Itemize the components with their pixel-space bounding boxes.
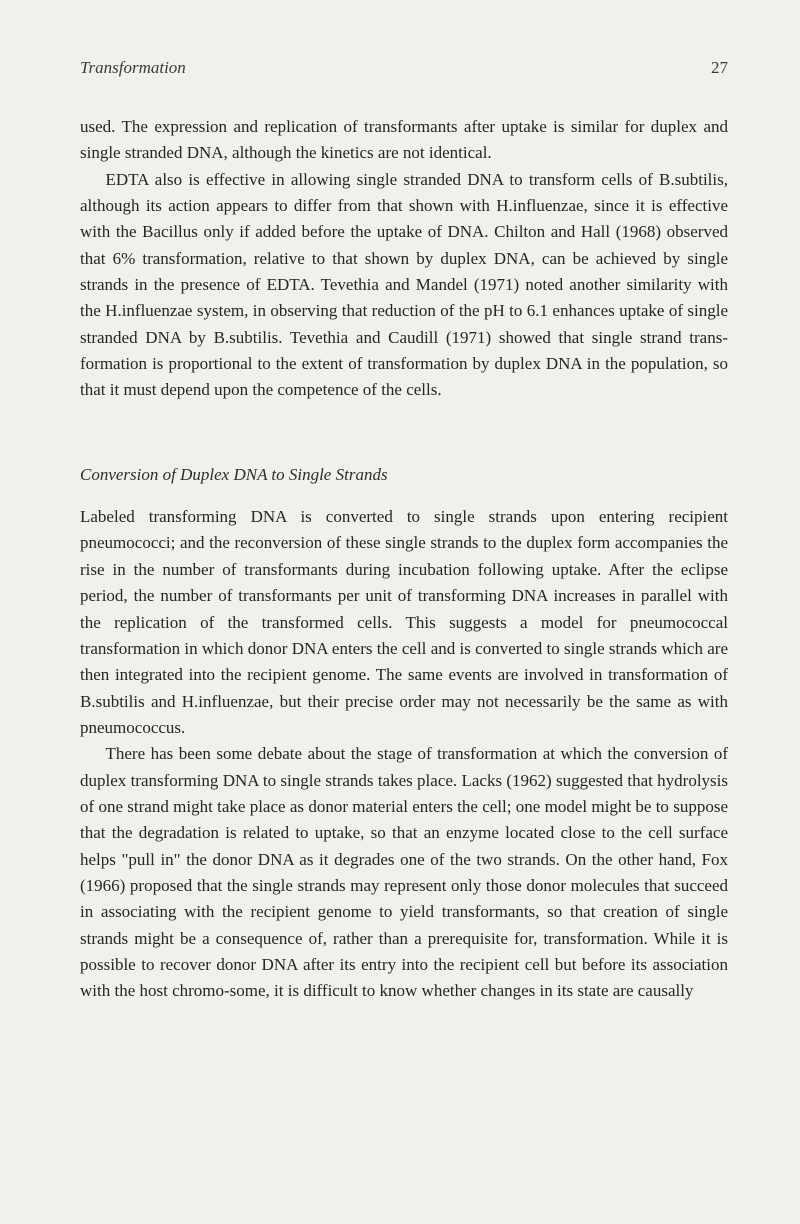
section-heading: Conversion of Duplex DNA to Single Stran…: [80, 462, 728, 488]
paragraph-1: used. The expression and replication of …: [80, 114, 728, 167]
paragraph-2: EDTA also is effective in allowing singl…: [80, 167, 728, 404]
page-header: Transformation 27: [80, 58, 728, 78]
page-number: 27: [711, 58, 728, 78]
section-paragraph-2: There has been some debate about the sta…: [80, 741, 728, 1004]
body-content: used. The expression and replication of …: [80, 114, 728, 1005]
running-head: Transformation: [80, 58, 186, 78]
section-paragraph-1: Labeled transforming DNA is converted to…: [80, 504, 728, 741]
section-gap: [80, 404, 728, 432]
